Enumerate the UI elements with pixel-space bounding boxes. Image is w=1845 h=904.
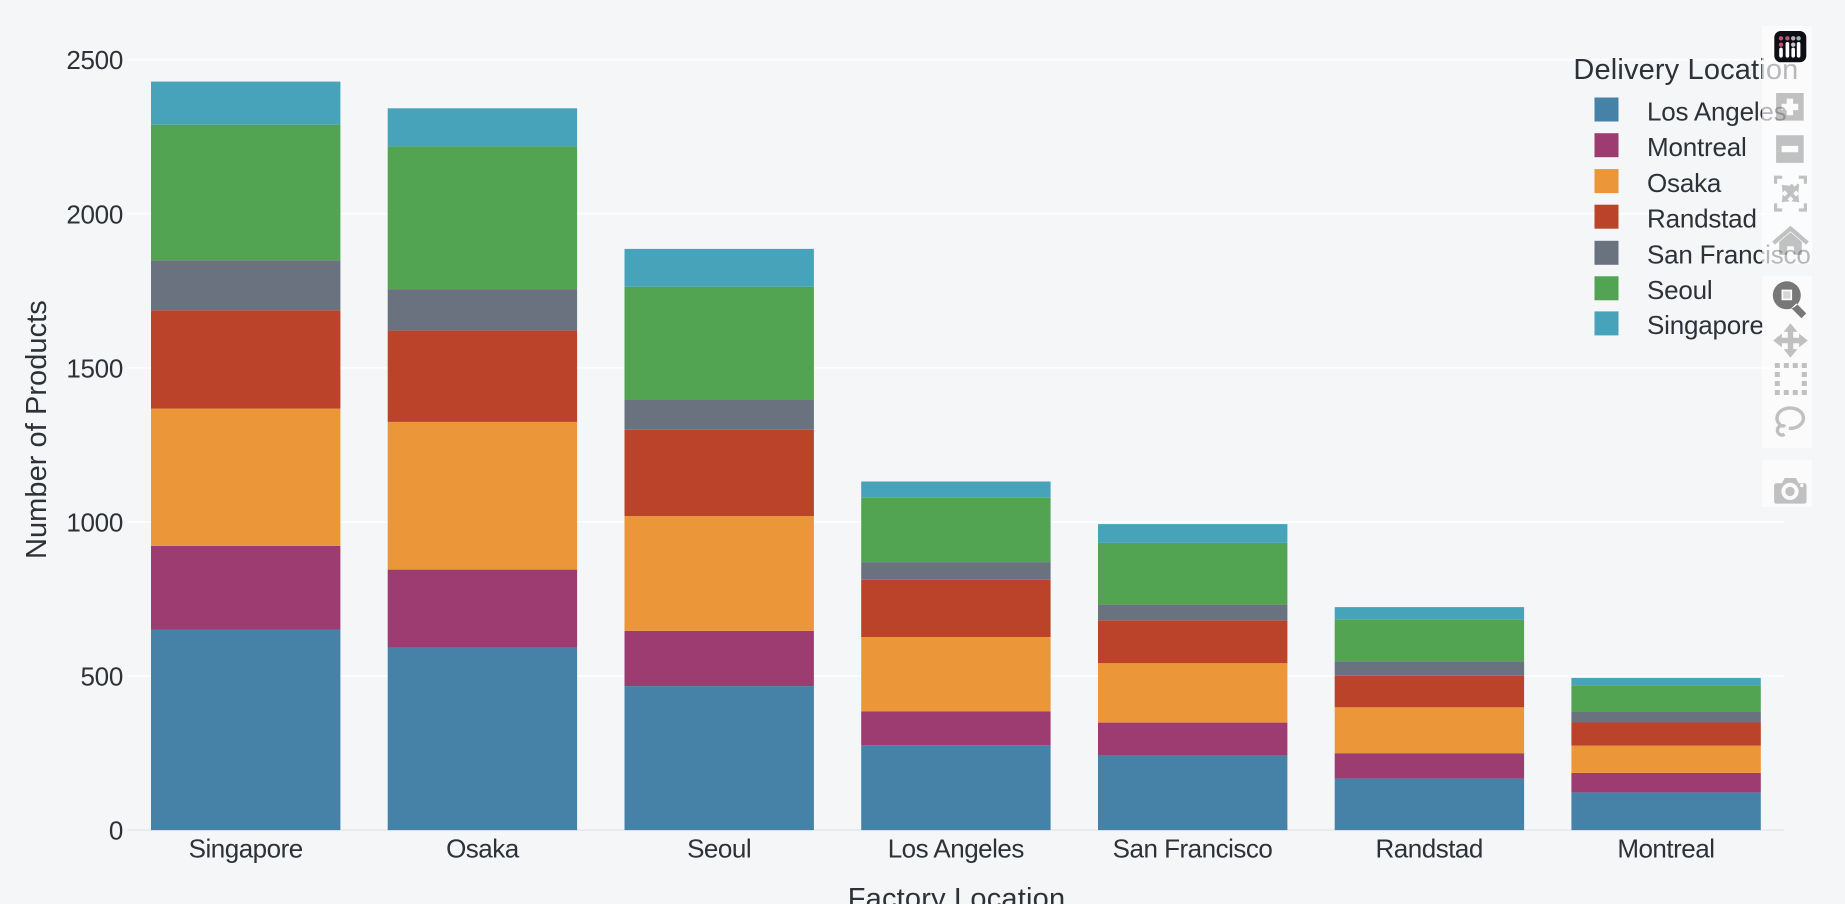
svg-text:San Francisco: San Francisco — [1113, 834, 1273, 864]
svg-text:Factory Location: Factory Location — [848, 883, 1066, 904]
svg-text:Randstad: Randstad — [1647, 204, 1757, 234]
svg-text:0: 0 — [109, 816, 123, 846]
svg-text:Singapore: Singapore — [189, 834, 303, 864]
svg-text:Singapore: Singapore — [1647, 310, 1764, 340]
svg-text:Number of Products: Number of Products — [21, 300, 53, 559]
svg-text:Los Angeles: Los Angeles — [888, 834, 1025, 864]
svg-text:Montreal: Montreal — [1617, 834, 1714, 864]
svg-text:1500: 1500 — [66, 353, 123, 383]
svg-text:500: 500 — [81, 662, 123, 692]
svg-text:Delivery Location: Delivery Location — [1573, 54, 1798, 86]
svg-text:2000: 2000 — [66, 199, 123, 229]
svg-text:Osaka: Osaka — [446, 834, 520, 864]
svg-text:Osaka: Osaka — [1647, 168, 1722, 198]
svg-text:2500: 2500 — [66, 45, 123, 75]
svg-text:Seoul: Seoul — [687, 834, 751, 864]
svg-text:1000: 1000 — [66, 507, 123, 537]
svg-text:Randstad: Randstad — [1376, 834, 1483, 864]
svg-text:Montreal: Montreal — [1647, 132, 1747, 162]
svg-text:Seoul: Seoul — [1647, 275, 1713, 305]
